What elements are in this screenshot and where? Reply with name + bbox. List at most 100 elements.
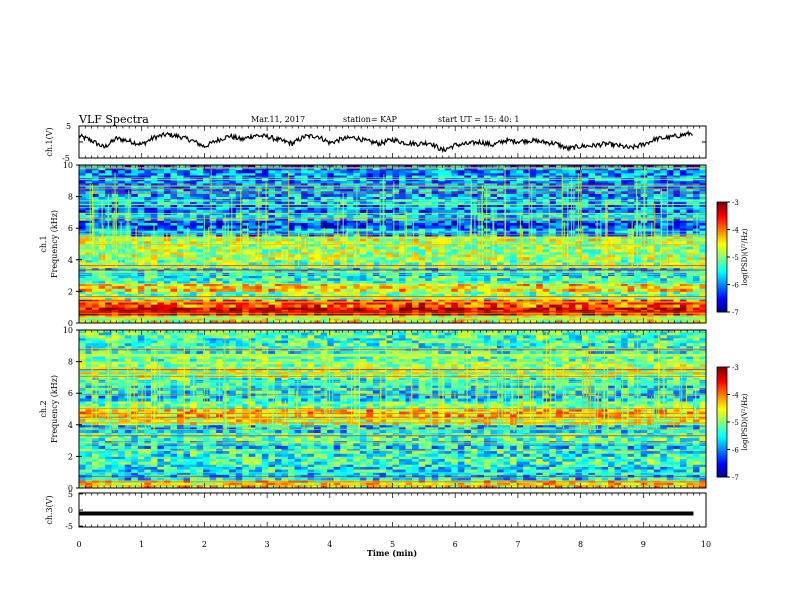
spectrogram-cell (79, 254, 86, 258)
spectrogram-cell (627, 201, 635, 205)
spectrogram-cell (601, 275, 609, 279)
spectrogram-cell (464, 280, 472, 284)
spectrogram-cell (372, 201, 380, 205)
spectrogram-cell (490, 299, 498, 303)
spectrogram-cell (405, 217, 413, 221)
spectrogram-cell (222, 220, 230, 224)
spectrogram-cell (372, 222, 380, 226)
spectrogram-cell (176, 299, 184, 303)
spectrogram-cell (392, 307, 400, 311)
spectrogram-cell (542, 262, 550, 266)
spectrogram-cell (255, 301, 263, 305)
spectrogram-cell (372, 217, 380, 221)
spectrogram-cell (379, 291, 387, 295)
spectrogram-cell (575, 288, 583, 292)
spectrogram-cell (562, 215, 570, 219)
spectrogram-cell (248, 193, 256, 197)
spectrogram-cell (150, 291, 158, 295)
spectrogram-cell (118, 320, 126, 324)
spectrogram-cell (124, 196, 132, 200)
spectrogram-cell (438, 241, 446, 245)
spectrogram-cell (647, 241, 655, 245)
spectrogram-cell (209, 180, 217, 184)
spectrogram-cell (464, 294, 472, 298)
spectrogram-cell (497, 307, 504, 311)
spectrogram-cell (601, 220, 609, 224)
spectrogram-cell (366, 180, 374, 184)
spectrogram-cell (601, 280, 609, 284)
spectrogram-cell (314, 259, 322, 263)
spectrogram-cell (242, 188, 250, 192)
spectrogram-cell (673, 246, 681, 250)
spectrogram-cell (261, 307, 269, 311)
spectrogram-cell (111, 249, 119, 253)
spectrogram-cell (333, 251, 341, 255)
spectrogram-cell (281, 291, 289, 295)
spectrogram-cell (268, 262, 276, 266)
spectrogram-cell (359, 207, 367, 211)
spectrogram-cell (190, 275, 197, 279)
spectrogram-cell (431, 238, 439, 242)
spectrogram-cell (235, 283, 243, 287)
spectrogram-cell (653, 230, 661, 234)
spectrogram-cell (235, 212, 243, 216)
spectrogram-cell (575, 301, 583, 305)
spectrogram-cell (594, 204, 602, 208)
spectrogram-cell (399, 280, 406, 284)
spectrogram-cell (581, 262, 589, 266)
spectrogram-cell (307, 259, 315, 263)
spectrogram-cell (673, 283, 681, 287)
spectrogram-cell (196, 259, 204, 263)
spectrogram-cell (666, 304, 674, 308)
spectrogram-cell (366, 259, 374, 263)
spectrogram-cell (320, 196, 328, 200)
spectrogram-cell (222, 228, 230, 232)
spectrogram-cell (320, 304, 328, 308)
spectrogram-cell (359, 220, 367, 224)
spectrogram-cell (692, 283, 700, 287)
spectrogram-cell (405, 238, 413, 242)
spectrogram-cell (346, 228, 354, 232)
spectrogram-cell (105, 294, 113, 298)
spectrogram-cell (176, 188, 184, 192)
spectrogram-cell (392, 230, 400, 234)
spectrogram-cell (235, 207, 243, 211)
spectrogram-cell (98, 180, 106, 184)
spectrogram-cell (157, 201, 165, 205)
spectrogram-cell (634, 296, 642, 300)
spectrogram-cell (190, 222, 197, 226)
spectrogram-cell (281, 212, 289, 216)
spectrogram-cell (196, 201, 204, 205)
spectrogram-cell (353, 259, 361, 263)
spectrogram-cell (431, 241, 439, 245)
spectrogram-cell (666, 283, 674, 287)
spectrogram-cell (111, 254, 119, 258)
spectrogram-cell (333, 209, 341, 213)
spectrogram-cell (222, 275, 230, 279)
spectrogram-cell (438, 291, 446, 295)
spectrogram-cell (261, 204, 269, 208)
spectrogram-cell (588, 312, 596, 316)
spectrogram-cell (483, 267, 491, 271)
spectrogram-cell (575, 262, 583, 266)
spectrogram-cell (536, 299, 544, 303)
spectrogram-cell (523, 283, 531, 287)
spectrogram-cell (307, 257, 315, 261)
spectrogram-cell (686, 230, 694, 234)
spectrogram-cell (392, 222, 400, 226)
spectrogram-cell (692, 225, 700, 229)
spectrogram-cell (399, 299, 406, 303)
spectrogram-cell (536, 254, 544, 258)
spectrogram-cell (131, 280, 139, 284)
spectrogram-cell (425, 188, 433, 192)
spectrogram-cell (359, 215, 367, 219)
spectrogram-cell (216, 259, 224, 263)
spectrogram-cell (124, 294, 132, 298)
spectrogram-cell (660, 244, 668, 248)
spectrogram-cell (333, 220, 341, 224)
spectrogram-cell (568, 262, 576, 266)
spectrogram-cell (679, 207, 687, 211)
spectrogram-cell (105, 267, 113, 271)
spectrogram-cell (248, 283, 256, 287)
spectrogram-cell (340, 304, 348, 308)
